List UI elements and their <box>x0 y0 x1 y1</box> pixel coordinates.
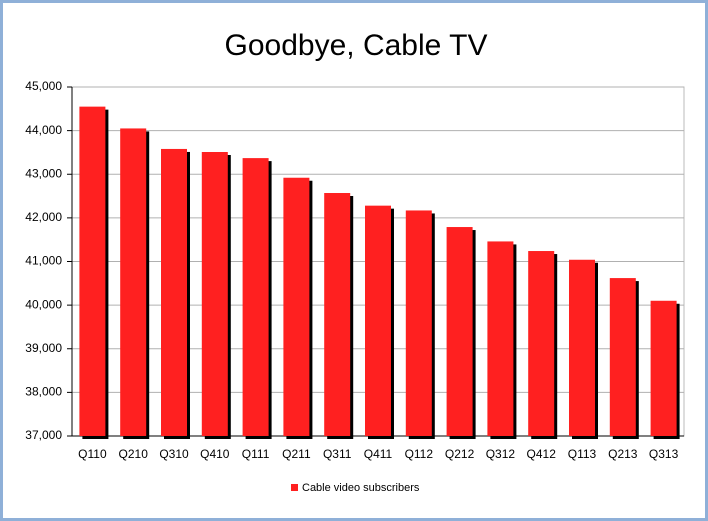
x-tick-label: Q210 <box>119 447 149 461</box>
x-tick-label: Q313 <box>649 447 679 461</box>
bar <box>324 193 351 436</box>
bar <box>569 259 595 436</box>
y-tick-label: 45,000 <box>25 79 62 93</box>
bar <box>201 152 228 436</box>
x-tick-label: Q112 <box>405 447 434 461</box>
bar <box>365 205 391 436</box>
chart-title: Goodbye, Cable TV <box>225 29 488 62</box>
legend-swatch <box>291 484 298 491</box>
x-tick-label: Q113 <box>568 447 597 461</box>
x-tick-label: Q312 <box>486 447 516 461</box>
y-tick-label: 44,000 <box>25 123 62 137</box>
bar <box>161 148 187 436</box>
y-tick-label: 42,000 <box>25 210 62 224</box>
bar <box>120 128 147 436</box>
bar <box>405 210 432 436</box>
x-tick-label: Q212 <box>445 447 475 461</box>
x-tick-label: Q411 <box>364 447 393 461</box>
x-tick-label: Q211 <box>282 447 311 461</box>
x-tick-label: Q412 <box>527 447 557 461</box>
y-tick-label: 37,000 <box>25 428 62 442</box>
y-tick-label: 43,000 <box>25 166 62 180</box>
y-tick-label: 41,000 <box>25 254 62 268</box>
y-tick-label: 39,000 <box>25 341 62 355</box>
y-tick-label: 40,000 <box>25 297 62 311</box>
bar <box>283 177 310 437</box>
bar <box>609 278 636 436</box>
x-tick-label: Q311 <box>323 447 352 461</box>
bar <box>79 106 106 436</box>
x-tick-label: Q110 <box>78 447 107 461</box>
x-tick-label: Q310 <box>159 447 189 461</box>
y-tick-label: 38,000 <box>25 385 62 399</box>
bar <box>528 251 555 436</box>
legend-label: Cable video subscribers <box>302 482 420 494</box>
bar <box>650 300 677 436</box>
bar <box>242 158 269 436</box>
bar <box>487 241 514 436</box>
x-tick-label: Q111 <box>242 447 270 461</box>
x-tick-label: Q410 <box>200 447 230 461</box>
bar <box>446 227 473 436</box>
x-tick-label: Q213 <box>608 447 638 461</box>
